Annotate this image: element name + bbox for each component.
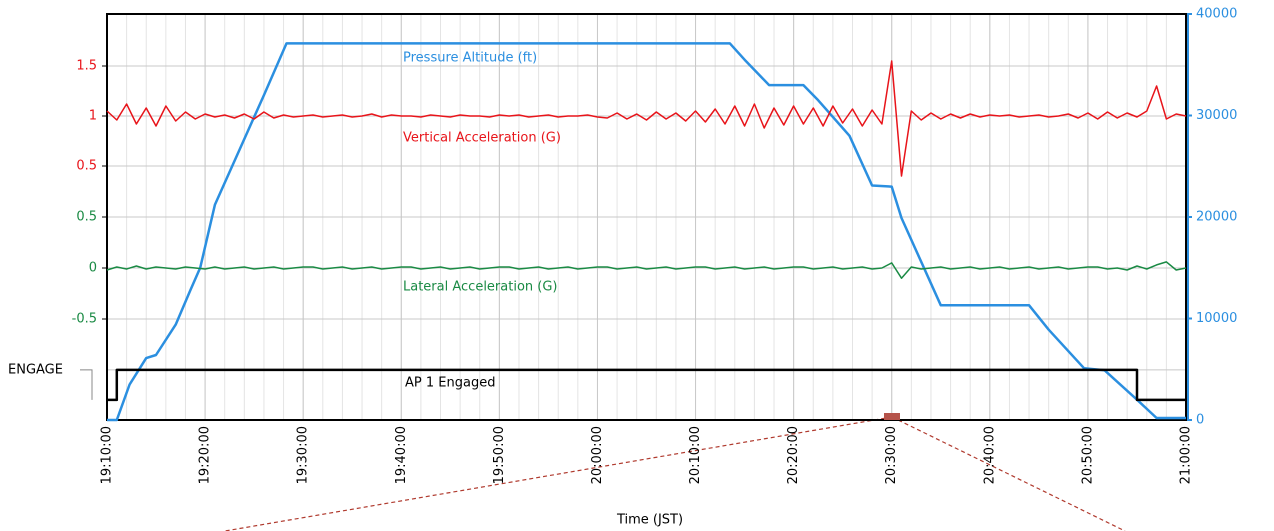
y-tick-label: 0	[89, 261, 97, 276]
x-axis-label: Time (JST)	[616, 513, 683, 528]
plot-frame	[106, 13, 1187, 421]
x-tick-label: 20:00:00	[590, 426, 605, 484]
series-line	[107, 42, 1186, 422]
series-label: Pressure Altitude (ft)	[403, 51, 537, 66]
x-tick-label: 20:20:00	[786, 426, 801, 484]
y-tick-label: 1.5	[76, 59, 97, 74]
series-line	[106, 261, 1187, 279]
bracket	[80, 369, 93, 400]
y-tick-label: -0.5	[72, 312, 97, 327]
time-marker	[884, 413, 900, 420]
y2-tick-label: 20000	[1196, 210, 1237, 225]
x-tick-label: 19:50:00	[492, 426, 507, 484]
x-tick-label: 21:00:00	[1179, 426, 1194, 484]
y2-tick-label: 10000	[1196, 311, 1237, 326]
y2-tick-label: 40000	[1196, 7, 1237, 22]
y-tick-label: 1	[89, 109, 97, 124]
x-tick-label: 19:10:00	[100, 426, 115, 484]
x-tick-label: 19:40:00	[394, 426, 409, 484]
x-tick-label: 20:50:00	[1080, 426, 1095, 484]
series-label: Vertical Acceleration (G)	[403, 131, 561, 146]
x-tick-label: 20:40:00	[982, 426, 997, 484]
x-tick-label: 20:10:00	[688, 426, 703, 484]
zoom-guide	[224, 416, 893, 531]
y2-tick-label: 30000	[1196, 108, 1237, 123]
zoom-guide	[891, 416, 1126, 531]
series-line	[107, 368, 1186, 402]
y-tick-label: ENGAGE	[8, 362, 63, 377]
y2-tick-label: 0	[1196, 413, 1204, 428]
y-tick-label: 0.5	[76, 159, 97, 174]
x-tick-label: 20:30:00	[884, 426, 899, 484]
y-tick-label: 0.5	[76, 210, 97, 225]
x-tick-label: 19:30:00	[296, 426, 311, 484]
series-label: Lateral Acceleration (G)	[403, 280, 558, 295]
series-label: AP 1 Engaged	[405, 376, 495, 391]
series-line	[106, 60, 1187, 177]
x-tick-label: 19:20:00	[198, 426, 213, 484]
